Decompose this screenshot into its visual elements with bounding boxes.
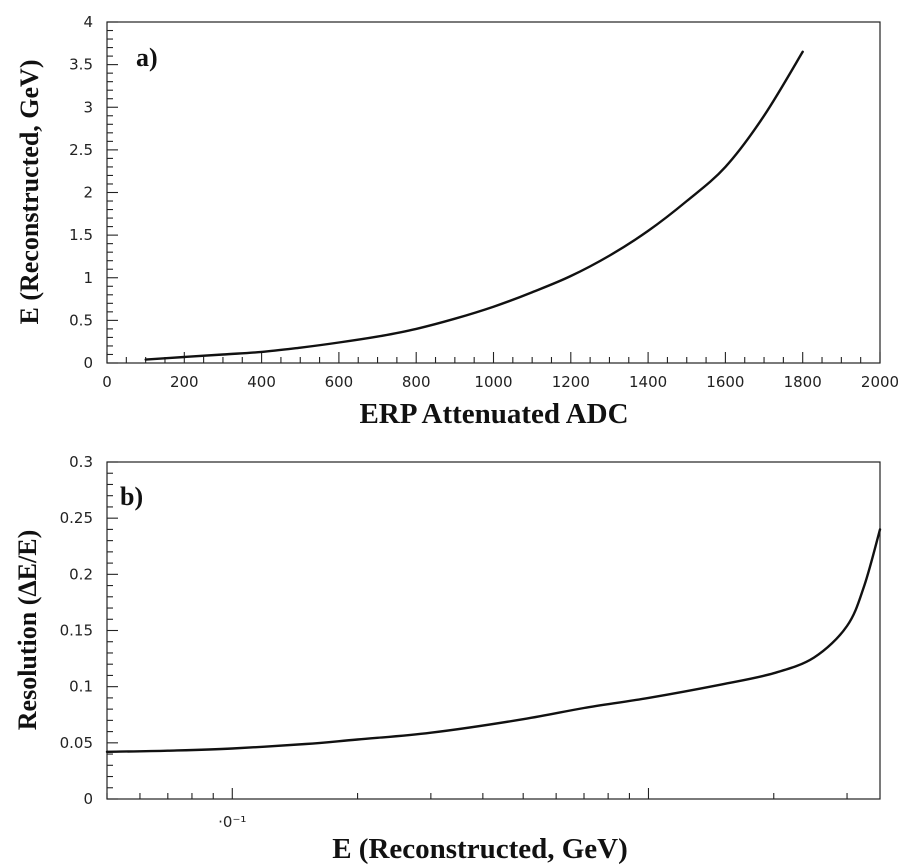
x-tick-label-0-7: 1400 bbox=[629, 373, 667, 391]
chart-panel-b: 0 0.05 0.1 0.15 0.2 0.25 0.3 ·0⁻¹ b) E (Reconst… bbox=[13, 453, 882, 865]
x-tick-label-0-9: 1800 bbox=[784, 373, 822, 391]
y-tick-label-1-5: 0.25 bbox=[60, 509, 93, 527]
x-tick-label-0-6: 1200 bbox=[552, 373, 590, 391]
series-line-a bbox=[144, 50, 804, 361]
chart-panel-a: 0 0.5 1 1.5 2 2.5 3 3.5 4 0 200 400 600 800 1000 1200 14… bbox=[15, 13, 899, 430]
panel-label-b: b) bbox=[120, 482, 143, 511]
y-axis-title-a: E (Reconstructed, GeV) bbox=[15, 60, 44, 325]
x-tick-label-0-5: 1000 bbox=[474, 373, 512, 391]
x-axis-title-a: ERP Attenuated ADC bbox=[359, 398, 628, 430]
axis-ticks-b: 0 0.05 0.1 0.15 0.2 0.25 0.3 ·0⁻¹ bbox=[60, 453, 848, 831]
y-tick-label-0-8: 4 bbox=[83, 13, 93, 31]
y-tick-label-0-0: 0 bbox=[83, 354, 93, 372]
axis-ticks-a: 0 0.5 1 1.5 2 2.5 3 3.5 4 0 200 400 600 800 1000 1200 14… bbox=[69, 13, 899, 391]
y-tick-label-0-3: 1.5 bbox=[69, 226, 93, 244]
x-axis-title-b: E (Reconstructed, GeV) bbox=[332, 833, 628, 865]
y-tick-label-0-5: 2.5 bbox=[69, 141, 93, 159]
x-tick-label-1-0: ·0⁻¹ bbox=[218, 813, 246, 831]
series-line-b bbox=[105, 528, 882, 753]
y-tick-label-0-6: 3 bbox=[83, 98, 93, 116]
y-tick-label-0-1: 0.5 bbox=[69, 311, 93, 329]
plot-frame-a bbox=[106, 21, 881, 364]
x-tick-label-0-2: 400 bbox=[247, 373, 276, 391]
y-axis-title-b: Resolution (ΔE/E) bbox=[13, 530, 42, 730]
x-tick-label-0-1: 200 bbox=[170, 373, 199, 391]
x-tick-label-0-0: 0 bbox=[102, 373, 112, 391]
y-tick-label-0-7: 3.5 bbox=[69, 56, 93, 74]
panel-label-a: a) bbox=[136, 43, 158, 72]
x-tick-label-0-8: 1600 bbox=[706, 373, 744, 391]
y-tick-label-1-6: 0.3 bbox=[69, 453, 93, 471]
y-tick-label-1-4: 0.2 bbox=[69, 565, 93, 583]
y-tick-label-1-3: 0.15 bbox=[60, 622, 93, 640]
y-tick-label-1-1: 0.05 bbox=[60, 734, 93, 752]
y-tick-label-1-0: 0 bbox=[83, 790, 93, 808]
x-tick-label-0-3: 600 bbox=[325, 373, 354, 391]
y-tick-label-1-2: 0.1 bbox=[69, 678, 93, 696]
y-tick-label-0-4: 2 bbox=[83, 184, 93, 202]
x-tick-label-0-4: 800 bbox=[402, 373, 431, 391]
x-tick-label-0-10: 2000 bbox=[861, 373, 899, 391]
y-tick-label-0-2: 1 bbox=[83, 269, 93, 287]
